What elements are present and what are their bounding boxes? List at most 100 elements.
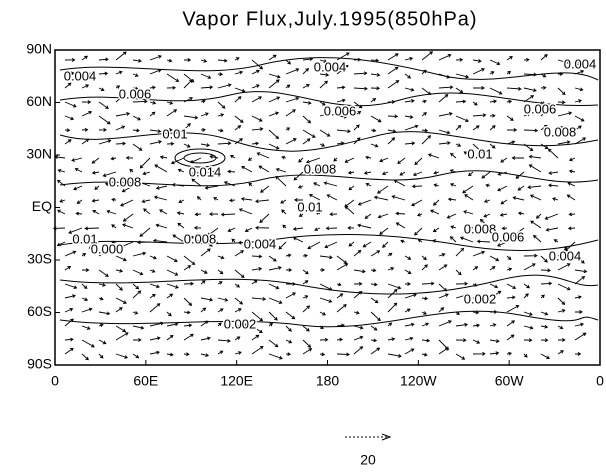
vector-arrow [258, 165, 270, 173]
vector-arrow [200, 73, 212, 79]
vector-arrow [370, 325, 378, 331]
vector-arrow [530, 220, 542, 229]
vector-arrow [411, 184, 423, 189]
vector-arrow [81, 325, 91, 330]
vector-arrow [489, 290, 502, 299]
vector-arrow [479, 218, 491, 229]
vector-arrow [319, 59, 328, 64]
vector-arrow [189, 171, 202, 177]
vector-arrow [574, 87, 584, 92]
vector-arrow [251, 325, 263, 334]
vector-arrow [523, 283, 530, 289]
vector-arrow [455, 247, 465, 257]
vector-arrow [506, 267, 513, 272]
vector-arrow [540, 338, 549, 343]
vector-arrow [357, 199, 372, 206]
vector-arrow [455, 124, 462, 131]
contour-line [59, 57, 599, 81]
vector-arrow [319, 352, 326, 357]
vector-arrow [489, 59, 501, 66]
vector-arrow [177, 222, 185, 229]
vector-arrow [421, 128, 429, 133]
vector-arrow [139, 157, 151, 169]
vector-arrow [98, 57, 109, 62]
vector-arrow [540, 124, 548, 131]
vector-arrow [395, 211, 406, 216]
contour-line [59, 234, 599, 251]
vector-arrow [500, 199, 508, 205]
vector-arrow [319, 80, 328, 89]
vector-arrow [207, 227, 219, 237]
vector-arrow [370, 347, 381, 355]
vector-arrow [122, 213, 134, 222]
vector-arrow [387, 322, 393, 327]
vector-arrow [489, 71, 495, 75]
vector-arrow [528, 164, 542, 173]
vector-arrow [183, 58, 192, 62]
vector-arrow [81, 253, 87, 257]
vector-arrow [501, 226, 508, 231]
vector-arrow [268, 143, 280, 150]
vector-arrow [387, 66, 399, 75]
vector-arrow [497, 241, 508, 247]
vector-arrow [229, 198, 236, 203]
vector-arrow [574, 125, 582, 131]
vector-arrow [485, 183, 491, 188]
vector-arrow [404, 87, 415, 92]
vector-arrow [115, 51, 127, 61]
vector-arrow [223, 181, 236, 187]
vector-arrow [251, 334, 260, 341]
vector-arrow [149, 100, 157, 105]
contour-label: 0.002 [224, 316, 257, 331]
vector-arrow [183, 323, 193, 328]
vector-arrow [166, 269, 179, 276]
vector-arrow [382, 171, 389, 176]
vector-arrow [506, 320, 515, 327]
vector-arrow [251, 84, 260, 89]
vector-arrow [567, 226, 576, 231]
vector-arrow [336, 98, 346, 103]
vector-arrow [302, 100, 312, 105]
vector-arrow [568, 212, 576, 217]
vector-arrow [166, 109, 178, 117]
vector-arrow [421, 135, 432, 145]
y-tick-label: 60N [26, 93, 52, 109]
vector-arrow [251, 311, 264, 322]
vector-arrow [463, 210, 474, 215]
vector-arrow [56, 209, 66, 215]
vector-arrow [166, 283, 179, 289]
vector-arrow [268, 297, 283, 305]
vector-arrow [149, 54, 162, 61]
vector-arrow [293, 171, 304, 181]
vector-arrow [421, 264, 428, 271]
vector-arrow [574, 352, 582, 356]
vector-arrow [387, 302, 398, 313]
vector-arrow [489, 99, 498, 104]
vector-arrow [333, 157, 338, 162]
vector-arrow [231, 238, 236, 243]
vector-arrow [166, 85, 177, 90]
vector-arrow [438, 320, 452, 327]
vector-arrow [319, 112, 328, 117]
vector-arrow [247, 157, 253, 161]
vector-arrow [285, 109, 296, 117]
vector-arrow [234, 115, 244, 123]
vector-arrow [319, 129, 331, 137]
vector-arrow [432, 227, 440, 233]
vector-arrow [557, 100, 566, 105]
contour-label: 0.004 [564, 56, 597, 71]
vector-arrow [94, 185, 100, 190]
vector-arrow [463, 151, 474, 159]
vector-arrow [115, 125, 126, 131]
vector-arrow [574, 99, 582, 103]
x-tick-label: 0 [51, 373, 59, 389]
vector-arrow [544, 213, 559, 220]
vector-arrow [327, 170, 338, 175]
vector-arrow [552, 197, 559, 201]
vector-arrow [234, 125, 242, 131]
vector-arrow [166, 101, 174, 105]
vector-arrow [155, 223, 168, 229]
vector-arrow [91, 198, 100, 203]
vector-arrow [506, 99, 513, 104]
vector-arrow [370, 311, 381, 322]
